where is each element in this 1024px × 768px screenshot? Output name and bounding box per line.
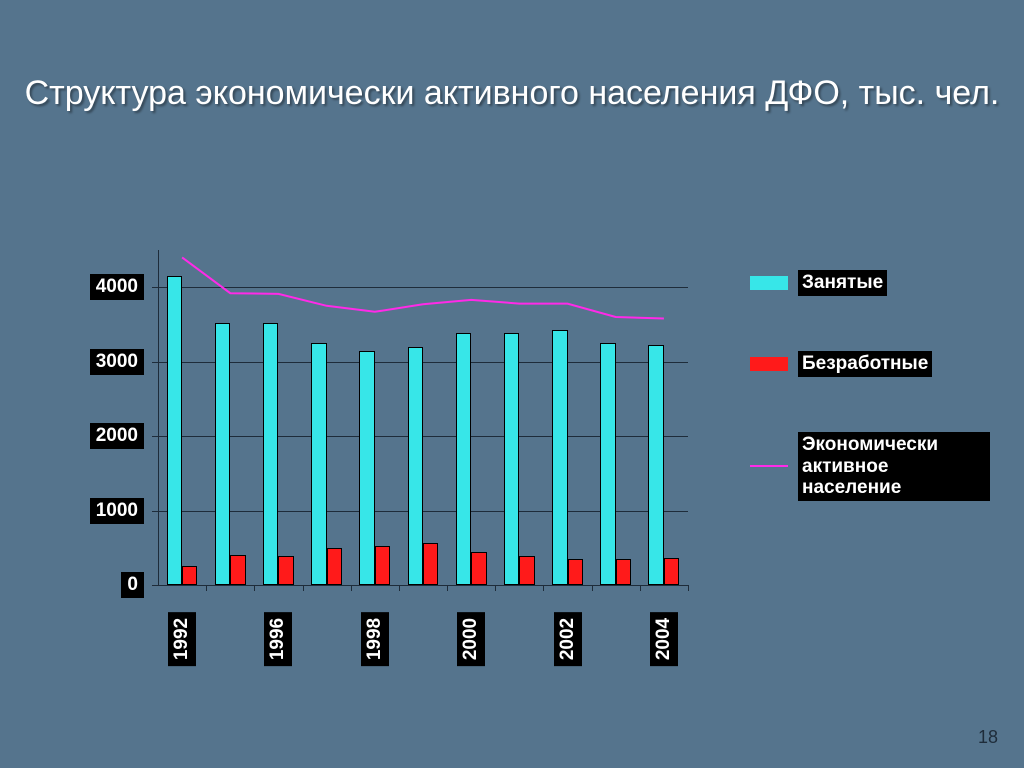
bar-unemployed	[664, 558, 679, 585]
xtick-mark	[254, 585, 255, 591]
bar-employed	[456, 333, 471, 585]
slide: Структура экономически активного населен…	[0, 0, 1024, 768]
legend-swatch-bar	[750, 357, 788, 371]
legend-item-unemployed: Безработные	[750, 351, 990, 377]
bar-unemployed	[568, 559, 583, 585]
ytick-label: 3000	[90, 349, 144, 375]
legend-item-employed: Занятые	[750, 270, 990, 296]
plot-area: 0100020003000400019921996199820002002200…	[158, 250, 688, 585]
bar-unemployed	[182, 566, 197, 585]
bar-employed	[648, 345, 663, 585]
xtick-label: 2000	[457, 612, 485, 666]
legend-item-active: Экономически активное население	[750, 432, 990, 502]
xtick-label: 1996	[264, 612, 292, 666]
xtick-mark	[206, 585, 207, 591]
bar-unemployed	[230, 555, 245, 585]
xtick-label: 2002	[554, 612, 582, 666]
bar-unemployed	[327, 548, 342, 585]
legend: Занятые Безработные Экономически активное …	[750, 270, 990, 556]
legend-swatch-bar	[750, 276, 788, 290]
bar-unemployed	[519, 556, 534, 585]
gridline	[158, 585, 688, 586]
xtick-mark	[543, 585, 544, 591]
ytick-label: 4000	[90, 274, 144, 300]
bar-unemployed	[616, 559, 631, 585]
ytick-label: 1000	[90, 498, 144, 524]
gridline	[158, 287, 688, 288]
ytick-mark	[152, 585, 158, 586]
xtick-label: 2004	[650, 612, 678, 666]
ytick-label: 0	[121, 572, 144, 598]
slide-title: Структура экономически активного населен…	[0, 72, 1024, 115]
bar-employed	[359, 351, 374, 585]
xtick-mark	[640, 585, 641, 591]
y-axis	[158, 250, 159, 585]
bar-employed	[311, 343, 326, 585]
bar-employed	[600, 343, 615, 585]
legend-swatch-line	[750, 465, 788, 467]
page-number: 18	[978, 727, 998, 748]
xtick-mark	[303, 585, 304, 591]
bar-employed	[504, 333, 519, 585]
bar-employed	[215, 323, 230, 585]
legend-label: Занятые	[798, 270, 887, 296]
bar-employed	[167, 276, 182, 585]
bar-unemployed	[278, 556, 293, 585]
xtick-mark	[351, 585, 352, 591]
xtick-mark	[495, 585, 496, 591]
xtick-mark	[447, 585, 448, 591]
legend-label: Безработные	[798, 351, 932, 377]
xtick-mark	[592, 585, 593, 591]
ytick-label: 2000	[90, 423, 144, 449]
xtick-mark	[688, 585, 689, 591]
xtick-label: 1998	[361, 612, 389, 666]
bar-unemployed	[423, 543, 438, 585]
bar-employed	[263, 323, 278, 585]
bar-employed	[552, 330, 567, 585]
xtick-mark	[399, 585, 400, 591]
xtick-label: 1992	[168, 612, 196, 666]
legend-label: Экономически активное население	[798, 432, 990, 502]
bar-employed	[408, 347, 423, 585]
chart: 0 1000 2000 3000 4000 1992 1996 1998 2000 2002 200…	[60, 250, 700, 670]
bar-unemployed	[375, 546, 390, 585]
bar-unemployed	[471, 552, 486, 586]
